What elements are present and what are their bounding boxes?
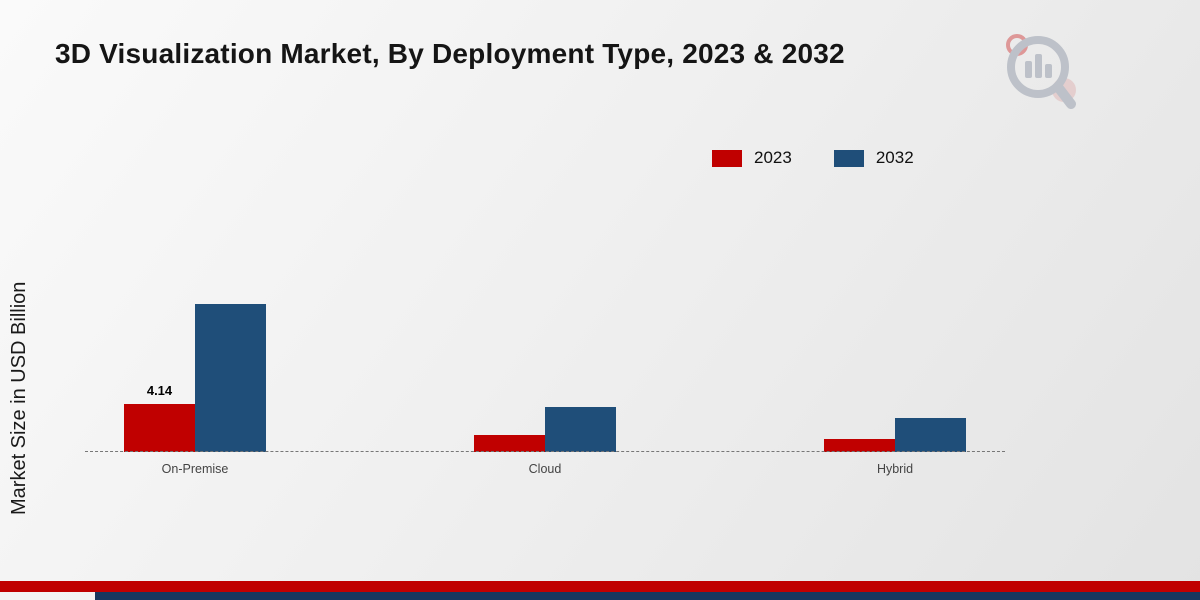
bar-value-label: 4.14 bbox=[146, 383, 173, 398]
legend-swatch-2023 bbox=[712, 149, 742, 167]
plot-area: 4.14 On-Premise Cloud Hybrid bbox=[85, 280, 1005, 476]
bar-group-hybrid: Hybrid bbox=[824, 280, 966, 476]
bar-group-on-premise: 4.14 On-Premise bbox=[124, 280, 266, 476]
footer-red-stripe bbox=[0, 581, 1200, 592]
legend-label-2032: 2032 bbox=[875, 148, 914, 167]
bar-2023-cloud bbox=[474, 435, 545, 452]
bar-2032-hybrid bbox=[895, 418, 966, 452]
category-label-on-premise: On-Premise bbox=[161, 462, 229, 476]
bar-2032-cloud bbox=[545, 407, 616, 452]
category-label-hybrid: Hybrid bbox=[876, 462, 914, 476]
y-axis-label: Market Size in USD Billion bbox=[8, 281, 30, 515]
magnifier-bar-chart-icon bbox=[1006, 34, 1076, 109]
x-axis-baseline bbox=[85, 451, 1005, 452]
legend-item-2023: 2023 bbox=[712, 148, 792, 168]
chart-title: 3D Visualization Market, By Deployment T… bbox=[55, 38, 845, 69]
bar-group-cloud: Cloud bbox=[474, 280, 616, 476]
bar-2023-on-premise bbox=[124, 404, 195, 452]
brand-logo bbox=[997, 30, 1085, 117]
legend-label-2023: 2023 bbox=[754, 148, 792, 167]
legend-swatch-2032 bbox=[833, 149, 864, 167]
bar-2032-on-premise bbox=[195, 304, 266, 452]
category-label-cloud: Cloud bbox=[528, 462, 562, 476]
bar-2023-hybrid bbox=[824, 439, 895, 452]
legend-item-2032: 2032 bbox=[833, 148, 914, 168]
legend: 2023 2032 bbox=[712, 148, 914, 168]
footer-blue-stripe bbox=[95, 592, 1200, 600]
